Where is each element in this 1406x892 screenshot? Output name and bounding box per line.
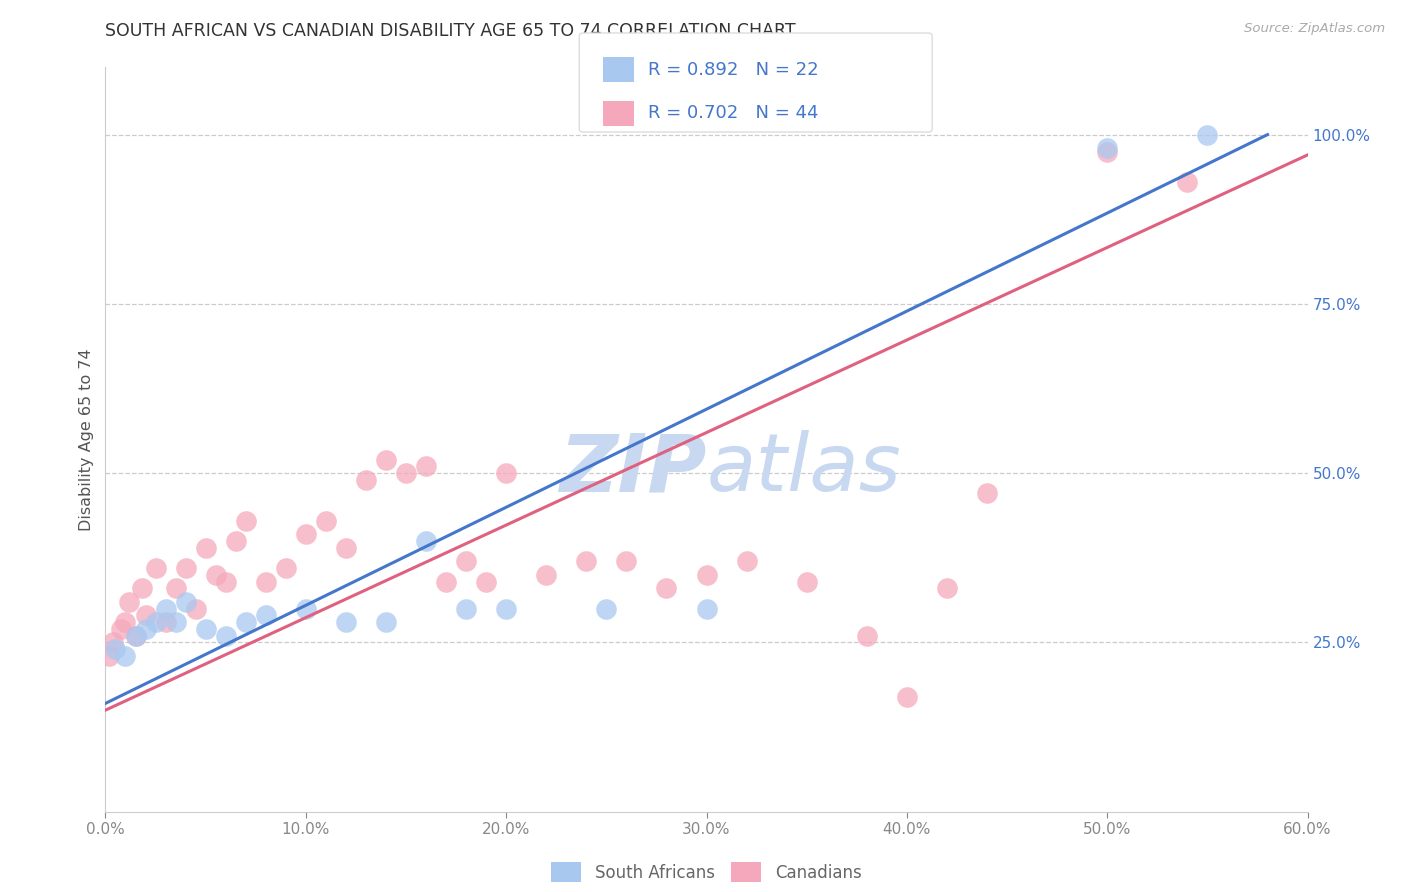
Point [254,608,277,623]
Legend: South Africans, Canadians: South Africans, Canadians [544,855,869,889]
Point [1175,175,1198,189]
Point [495,466,517,480]
Point [235,514,257,528]
Text: atlas: atlas [707,430,901,508]
Point [204,567,226,582]
Point [616,554,638,568]
Point [696,601,718,615]
Point [696,567,718,582]
Text: ZIP: ZIP [560,430,707,508]
Point [174,561,197,575]
Point [395,466,418,480]
Point [114,648,136,663]
Point [434,574,457,589]
Point [1097,145,1119,159]
Point [976,486,998,500]
Point [595,601,617,615]
Point [194,622,217,636]
Point [295,601,318,615]
Point [225,533,247,548]
Text: R = 0.702   N = 44: R = 0.702 N = 44 [648,104,818,122]
Point [110,622,132,636]
Point [155,601,177,615]
Point [104,642,127,657]
Point [936,582,959,596]
Point [315,514,337,528]
Point [354,473,377,487]
Point [374,615,398,629]
Point [235,615,257,629]
Point [456,554,478,568]
Point [194,541,217,555]
Point [735,554,758,568]
Point [135,622,157,636]
Point [124,629,146,643]
Text: SOUTH AFRICAN VS CANADIAN DISABILITY AGE 65 TO 74 CORRELATION CHART: SOUTH AFRICAN VS CANADIAN DISABILITY AGE… [105,22,796,40]
Text: Source: ZipAtlas.com: Source: ZipAtlas.com [1244,22,1385,36]
Point [103,635,125,649]
Point [184,601,207,615]
Point [855,629,877,643]
Point [335,615,357,629]
Point [214,629,236,643]
Point [295,527,318,541]
Point [165,582,187,596]
Point [534,567,557,582]
Point [135,608,157,623]
Point [415,459,437,474]
Point [174,595,197,609]
Point [114,615,136,629]
Point [335,541,357,555]
Point [475,574,498,589]
Point [131,582,153,596]
Point [124,629,146,643]
Point [214,574,236,589]
Point [1097,141,1119,155]
Point [145,561,167,575]
Text: R = 0.892   N = 22: R = 0.892 N = 22 [648,61,818,78]
Point [254,574,277,589]
Y-axis label: Disability Age 65 to 74: Disability Age 65 to 74 [79,348,94,531]
Point [456,601,478,615]
Point [575,554,598,568]
Point [118,595,141,609]
Point [155,615,177,629]
Point [165,615,187,629]
Point [98,648,121,663]
Point [796,574,818,589]
Point [655,582,678,596]
Point [415,533,437,548]
Point [896,690,918,704]
Point [145,615,167,629]
Point [495,601,517,615]
Point [374,452,398,467]
Point [1197,128,1219,142]
Point [274,561,297,575]
